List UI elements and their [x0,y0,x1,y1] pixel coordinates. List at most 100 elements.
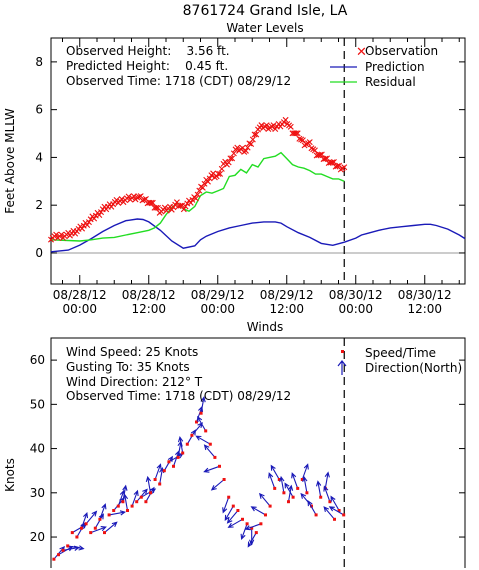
observation-point [317,151,324,158]
observation-point [270,122,277,129]
water-x-axis-ticks: 08/28/1200:0008/28/1212:0008/29/1200:000… [53,38,460,316]
observation-point [182,203,189,210]
winds-series [52,396,346,561]
wind-speed-point [98,517,102,521]
wind-direction-arrow [249,528,255,546]
wind-speed-point [291,495,295,499]
x-tick-label-time: 12:00 [269,302,304,316]
x-tick-label-time: 00:00 [62,302,97,316]
wind-direction-arrow [203,444,216,458]
x-tick-label-date: 08/30/12 [398,288,452,302]
x-tick-label-time: 00:00 [200,302,235,316]
y-tick-label: 60 [30,353,45,367]
water-series [48,116,466,253]
wind-direction-arrow [323,485,331,502]
winds-plot-frame [50,337,466,568]
wind-speed-point [126,509,129,512]
y-tick-label: 40 [30,442,45,456]
wind-direction-arrow [72,523,88,534]
x-tick-label-date: 08/29/12 [260,288,314,302]
wind-direction-arrow [197,415,207,432]
wind-speed-point [241,517,244,521]
wind-speed-point [70,531,74,535]
water-info-observed-time: Observed Time: 1718 (CDT) 08/29/12 [66,74,291,88]
wind-speed-point [273,486,277,490]
wind-speed-point [181,451,185,455]
observation-point [332,163,339,170]
observation-point [134,194,141,201]
water-plot-frame [50,37,466,285]
wind-speed-point [162,469,166,473]
y-tick-label: 6 [35,103,43,117]
wind-direction-arrow [210,479,225,491]
wind-speed-point [319,495,323,499]
wind-direction-arrow [302,475,308,493]
residual-line [50,151,345,242]
observation-point [330,158,337,165]
wind-speed-point [112,509,116,512]
x-tick-label-date: 08/29/12 [191,288,245,302]
wind-speed-point [282,491,286,495]
wind-speed-point [80,526,83,530]
wind-direction-arrow [268,472,276,489]
observation-point [180,206,187,213]
wind-speed-point [213,455,217,459]
observation-point [311,147,318,154]
observation-point [251,131,258,138]
wind-direction-arrow [109,510,127,516]
observation-point [130,193,137,200]
water-y-axis-label: Feet Above MLLW [3,108,17,214]
wind-direction-arrow [323,506,335,520]
wind-direction-arrow [315,480,322,498]
wind-speed-point [130,504,134,508]
wind-speed-point [222,478,226,481]
observation-point [189,196,196,203]
wind-direction-arrow [324,471,330,489]
y-tick-label: 50 [30,397,45,411]
observation-point [249,136,256,143]
observation-point [85,219,92,226]
observation-point [234,144,241,151]
wind-speed-point [337,509,341,512]
wind-speed-point [84,522,88,526]
legend-direction-label: Direction(North) [365,361,462,375]
wind-speed-point [66,544,70,548]
observation-point [292,130,299,137]
wind-speed-point [144,500,148,504]
winds-y-axis-label: Knots [3,458,17,492]
wind-direction-arrow [136,488,148,503]
observation-point [318,151,325,158]
wind-speed-point [52,557,56,561]
observation-point [287,123,294,130]
wind-speed-point [342,513,346,517]
wind-direction-arrow [90,526,107,534]
observation-point [217,170,224,177]
observation-point [148,199,155,206]
wind-direction-arrow [76,522,86,538]
x-tick-label-date: 08/28/12 [53,288,107,302]
wind-speed-point [227,495,231,499]
observation-point [329,159,336,166]
wind-direction-arrow [250,506,266,516]
wind-direction-arrow [200,396,206,414]
wind-speed-point [208,442,212,446]
wind-direction-arrow [94,513,104,529]
wind-speed-point [93,526,97,530]
wind-speed-point [61,548,65,552]
observation-point [298,136,305,143]
wind-speed-point [89,531,93,535]
wind-speed-point [135,500,139,504]
x-tick-label-time: 12:00 [131,302,166,316]
wind-direction-arrow [226,510,239,524]
observation-point [98,209,105,216]
wind-direction-arrow [247,532,257,548]
observation-point [218,165,225,172]
observation-point [79,225,86,232]
wind-speed-point [107,513,111,517]
wind-speed-point [158,482,162,486]
wind-direction-arrow [330,495,340,511]
wind-speed-point [264,513,267,517]
observation-point [53,231,60,238]
observation-series [48,116,348,243]
